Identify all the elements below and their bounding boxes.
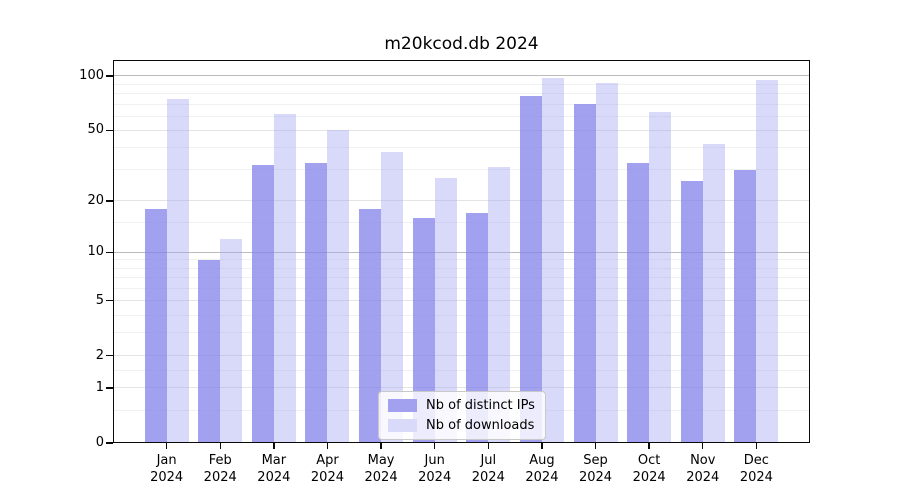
y-tick-label-0: 0 xyxy=(95,435,104,450)
bar-apr-nb-of-distinct-ips xyxy=(305,162,328,443)
gridline-minor-y-70 xyxy=(113,103,810,105)
gridline-minor-y-7 xyxy=(113,277,810,279)
gridline-y-5 xyxy=(113,300,810,301)
gridline-minor-y-60 xyxy=(113,115,810,117)
legend-entry-downloads: Nb of downloads xyxy=(388,418,535,433)
bar-feb-nb-of-distinct-ips xyxy=(198,259,221,443)
bar-mar-nb-of-distinct-ips xyxy=(251,164,274,443)
bar-dec-nb-of-downloads xyxy=(756,80,779,443)
y-tick-label-1: 1 xyxy=(95,379,104,395)
gridline-minor-y-40 xyxy=(113,147,810,149)
bar-jun-nb-of-downloads xyxy=(434,178,457,443)
x-tick-label-dec: Dec 2024 xyxy=(739,453,773,485)
gridline-y-50 xyxy=(113,129,810,131)
gridline-minor-y-30 xyxy=(113,169,810,171)
legend-label-distinct-ips: Nb of distinct IPs xyxy=(426,398,535,413)
gridline-minor-y-4 xyxy=(113,314,810,316)
y-tick-mark-100 xyxy=(106,75,113,77)
bar-aug-nb-of-downloads xyxy=(541,78,564,443)
x-tick-mark-feb xyxy=(219,443,221,449)
bar-jan-nb-of-downloads xyxy=(166,98,189,443)
legend-swatch-downloads xyxy=(388,419,417,432)
gridline-minor-y-15 xyxy=(113,222,810,224)
bar-sep-nb-of-distinct-ips xyxy=(573,104,596,443)
bar-jul-nb-of-downloads xyxy=(488,167,511,443)
x-tick-mark-aug xyxy=(541,443,543,449)
bar-nov-nb-of-downloads xyxy=(702,143,725,443)
x-tick-mark-nov xyxy=(702,443,704,449)
gridline-y-20 xyxy=(113,200,810,202)
gridline-minor-y-1.5 xyxy=(113,369,810,371)
bar-sep-nb-of-downloads xyxy=(595,83,618,443)
x-tick-label-may: May 2024 xyxy=(364,453,398,485)
x-tick-label-apr: Apr 2024 xyxy=(310,453,344,485)
x-tick-label-aug: Aug 2024 xyxy=(525,453,559,485)
y-tick-label-5: 5 xyxy=(95,292,104,308)
bar-may-nb-of-distinct-ips xyxy=(359,208,382,443)
bar-may-nb-of-downloads xyxy=(381,151,404,443)
x-tick-label-jan: Jan 2024 xyxy=(150,453,184,485)
gridline-minor-y-8 xyxy=(113,267,810,269)
x-tick-mark-jan xyxy=(165,443,168,449)
x-tick-label-jun: Jun 2024 xyxy=(418,453,452,485)
gridline-y-2 xyxy=(113,355,810,357)
x-tick-mark-may xyxy=(380,443,382,449)
bar-oct-nb-of-distinct-ips xyxy=(627,162,650,443)
y-tick-mark-10 xyxy=(106,251,113,253)
y-tick-mark-5 xyxy=(106,299,113,302)
legend-swatch-distinct-ips xyxy=(388,399,417,412)
bar-apr-nb-of-downloads xyxy=(327,130,350,443)
bar-jan-nb-of-distinct-ips xyxy=(144,208,167,443)
x-tick-mark-dec xyxy=(755,443,758,449)
x-tick-mark-oct xyxy=(648,443,650,449)
bar-oct-nb-of-downloads xyxy=(649,112,672,443)
legend: Nb of distinct IPs Nb of downloads xyxy=(378,391,546,440)
x-tick-mark-apr xyxy=(326,443,329,449)
y-tick-mark-0 xyxy=(106,442,113,444)
bar-jul-nb-of-distinct-ips xyxy=(466,213,489,443)
bar-jun-nb-of-distinct-ips xyxy=(412,217,435,443)
x-tick-mark-jul xyxy=(487,443,489,449)
y-tick-mark-2 xyxy=(106,354,113,357)
gridline-minor-y-9 xyxy=(113,259,810,261)
x-tick-mark-jun xyxy=(433,443,436,449)
x-tick-label-jul: Jul 2024 xyxy=(471,453,505,485)
gridline-minor-y-6 xyxy=(113,287,810,289)
gridline-minor-y-90 xyxy=(113,83,810,85)
legend-label-downloads: Nb of downloads xyxy=(426,418,535,433)
x-tick-mark-sep xyxy=(594,443,597,449)
y-tick-label-50: 50 xyxy=(87,122,104,138)
y-tick-label-100: 100 xyxy=(79,67,104,83)
x-tick-label-oct: Oct 2024 xyxy=(632,453,666,485)
y-tick-label-10: 10 xyxy=(87,244,104,260)
bar-nov-nb-of-distinct-ips xyxy=(680,180,703,443)
y-tick-label-2: 2 xyxy=(95,347,104,363)
x-tick-mark-mar xyxy=(273,443,275,449)
y-tick-mark-50 xyxy=(106,129,113,132)
chart-title: m20kcod.db 2024 xyxy=(384,34,539,54)
gridline-y-100 xyxy=(113,75,810,77)
gridline-y-1 xyxy=(113,387,810,389)
x-tick-label-feb: Feb 2024 xyxy=(203,453,237,485)
y-tick-mark-20 xyxy=(106,200,113,202)
gridline-minor-y-3 xyxy=(113,332,810,334)
legend-entry-distinct-ips: Nb of distinct IPs xyxy=(388,398,535,413)
bar-aug-nb-of-distinct-ips xyxy=(519,95,542,443)
x-tick-label-nov: Nov 2024 xyxy=(686,453,720,485)
gridline-minor-y-80 xyxy=(113,93,810,95)
bar-feb-nb-of-downloads xyxy=(220,239,243,443)
bar-mar-nb-of-downloads xyxy=(273,113,296,443)
y-tick-mark-1 xyxy=(106,387,113,389)
gridline-y-10 xyxy=(113,251,810,253)
x-tick-label-sep: Sep 2024 xyxy=(578,453,613,485)
y-tick-label-20: 20 xyxy=(87,192,104,208)
bar-dec-nb-of-distinct-ips xyxy=(734,169,757,443)
x-tick-label-mar: Mar 2024 xyxy=(257,453,291,485)
